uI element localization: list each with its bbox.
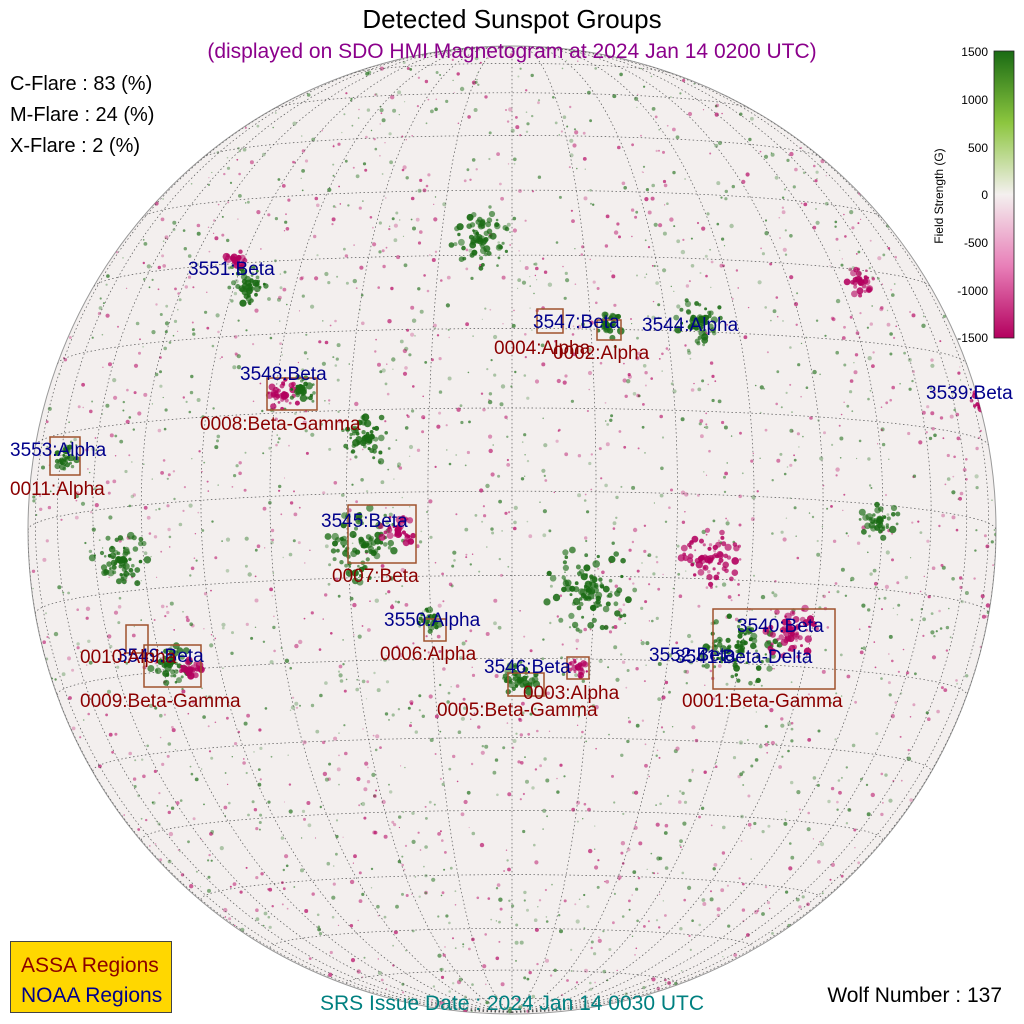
region-box[interactable]: [712, 608, 836, 690]
region-label-noaa: 3546:Beta: [484, 657, 571, 678]
region-label-assa: 0001:Beta-Gamma: [682, 691, 843, 712]
region-box[interactable]: [347, 504, 417, 564]
region-box[interactable]: [536, 308, 564, 334]
region-box[interactable]: [507, 672, 545, 697]
legend-noaa-label: NOAA Regions: [21, 984, 163, 1007]
region-label-noaa: 3550:Alpha: [384, 610, 481, 631]
region-label-noaa: 3552:Beta: [649, 645, 736, 666]
colorbar-tick: -1000: [957, 284, 988, 298]
region-label-noaa: 3549:Beta: [117, 646, 204, 667]
region-label-assa: 0010:Alpha: [80, 647, 177, 668]
region-label-assa: 0007:Beta: [332, 566, 419, 587]
region-box[interactable]: [49, 436, 81, 476]
region-label-assa: 0009:Beta-Gamma: [80, 691, 241, 712]
region-box[interactable]: [566, 656, 590, 680]
region-label-noaa: 3544:Alpha: [642, 315, 739, 336]
active-region-patches: [54, 210, 990, 696]
colorbar-tick: 500: [968, 141, 988, 155]
colorbar-tick: 1500: [961, 45, 988, 59]
region-legend: [10, 941, 172, 1013]
region-label-noaa: 3539:Beta: [926, 383, 1013, 404]
m-flare-probability: M-Flare : 24 (%): [10, 104, 155, 126]
colorbar-label: Field Strength (G): [932, 148, 946, 243]
region-boxes: [49, 308, 836, 697]
region-label-assa: 0005:Beta-Gamma: [437, 700, 598, 721]
region-label-assa: 0008:Beta-Gamma: [200, 414, 361, 435]
assa-region-labels: 0004:Alpha 0002:Alpha 0008:Beta-Gamma 00…: [10, 338, 843, 721]
region-label-noaa: 3551:Beta: [188, 259, 275, 280]
region-box[interactable]: [423, 618, 447, 642]
region-label-noaa: 3540:Beta: [737, 616, 824, 637]
region-label-assa: 0003:Alpha: [523, 683, 620, 704]
region-label-assa: 0004:Alpha: [494, 338, 591, 359]
region-box[interactable]: [143, 644, 202, 688]
colorbar-tick: -1500: [957, 331, 988, 345]
region-label-assa: 0006:Alpha: [380, 644, 477, 665]
x-flare-probability: X-Flare : 2 (%): [10, 135, 141, 157]
region-label-noaa: 3553:Alpha: [10, 440, 107, 461]
page-subtitle: (displayed on SDO HMI Magnetogram at 202…: [207, 40, 817, 63]
region-box[interactable]: [125, 624, 149, 654]
c-flare-probability: C-Flare : 83 (%): [10, 73, 153, 95]
region-label-assa: 0002:Alpha: [553, 343, 650, 364]
noaa-region-labels: 3551:Beta 3547:Beta 3544:Alpha 3539:Beta…: [10, 259, 1013, 678]
region-label-noaa: 3545:Beta: [321, 511, 408, 532]
region-box[interactable]: [596, 319, 622, 341]
heliographic-grid: [28, 46, 996, 1013]
region-label-noaa: 3541:Beta-Delta: [675, 647, 813, 668]
srs-issue-date: SRS Issue Date : 2024 Jan 14 0030 UTC: [319, 992, 705, 1015]
region-label-noaa: 3548:Beta: [240, 364, 327, 385]
colorbar-tick: 0: [981, 188, 988, 202]
colorbar-gradient: [993, 50, 1015, 339]
region-label-assa: 0011:Alpha: [10, 479, 105, 500]
colorbar-tick: 1000: [961, 93, 988, 107]
page-title: Detected Sunspot Groups: [362, 4, 662, 34]
region-label-noaa: 3547:Beta: [533, 312, 620, 333]
wolf-number: Wolf Number : 137: [827, 984, 1002, 1007]
region-box[interactable]: [266, 377, 318, 411]
colorbar: 1500 1000 500 0 -500 -1000 -1500 Field S…: [932, 45, 1015, 345]
legend-assa-label: ASSA Regions: [21, 954, 159, 977]
colorbar-tick: -500: [964, 236, 988, 250]
